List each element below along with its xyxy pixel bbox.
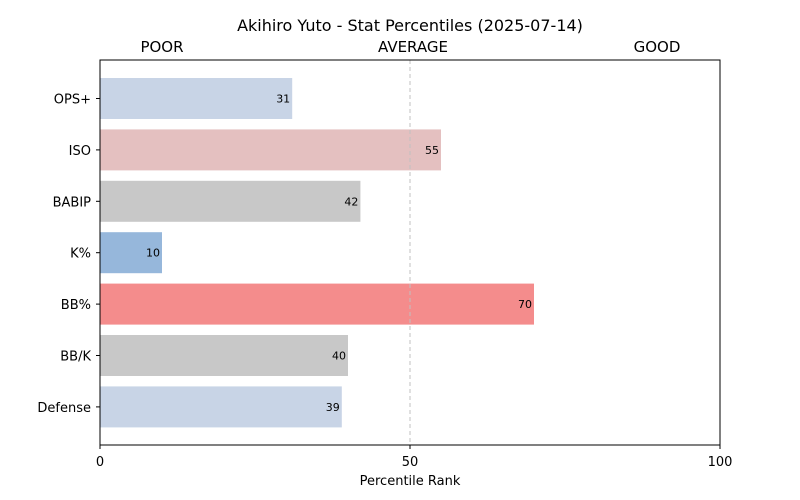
value-label-bb-k: 40 (332, 350, 346, 363)
y-tick-label-babip: BABIP (53, 195, 92, 210)
x-tick-label-100: 100 (708, 455, 733, 470)
bar-bb (100, 283, 534, 325)
chart-title: Akihiro Yuto - Stat Percentiles (2025-07… (237, 16, 583, 35)
y-tick-label-iso: ISO (69, 144, 91, 159)
value-labels-layer: 31 55 42 10 70 40 39 (146, 93, 532, 414)
y-tick-label-ops: OPS+ (54, 93, 91, 108)
bar-iso (100, 129, 441, 171)
x-tick-label-0: 0 (96, 455, 104, 470)
bar-k (100, 232, 162, 274)
header-label-good: GOOD (634, 38, 681, 56)
y-tick-label-bb: BB% (61, 298, 91, 313)
header-label-poor: POOR (140, 38, 183, 56)
value-label-defense: 39 (326, 401, 340, 414)
bar-defense (100, 386, 342, 428)
value-label-k: 10 (146, 247, 160, 260)
value-label-ops: 31 (276, 93, 290, 106)
header-label-average: AVERAGE (378, 38, 448, 56)
value-label-iso: 55 (425, 144, 439, 157)
y-axis: OPS+ ISO BABIP K% BB% BB/K Defense (37, 93, 100, 416)
bar-babip (100, 180, 361, 222)
value-label-bb: 70 (518, 298, 532, 311)
bar-bb-k (100, 335, 348, 376)
y-tick-label-defense: Defense (37, 401, 91, 416)
y-tick-label-bb-k: BB/K (60, 350, 91, 365)
x-axis-label: Percentile Rank (360, 474, 461, 489)
x-tick-label-50: 50 (402, 455, 419, 470)
y-tick-label-k: K% (70, 247, 91, 262)
value-label-babip: 42 (344, 195, 358, 208)
bar-ops (100, 78, 293, 119)
bars-layer (100, 78, 534, 428)
x-axis: 0 50 100 (96, 445, 733, 470)
